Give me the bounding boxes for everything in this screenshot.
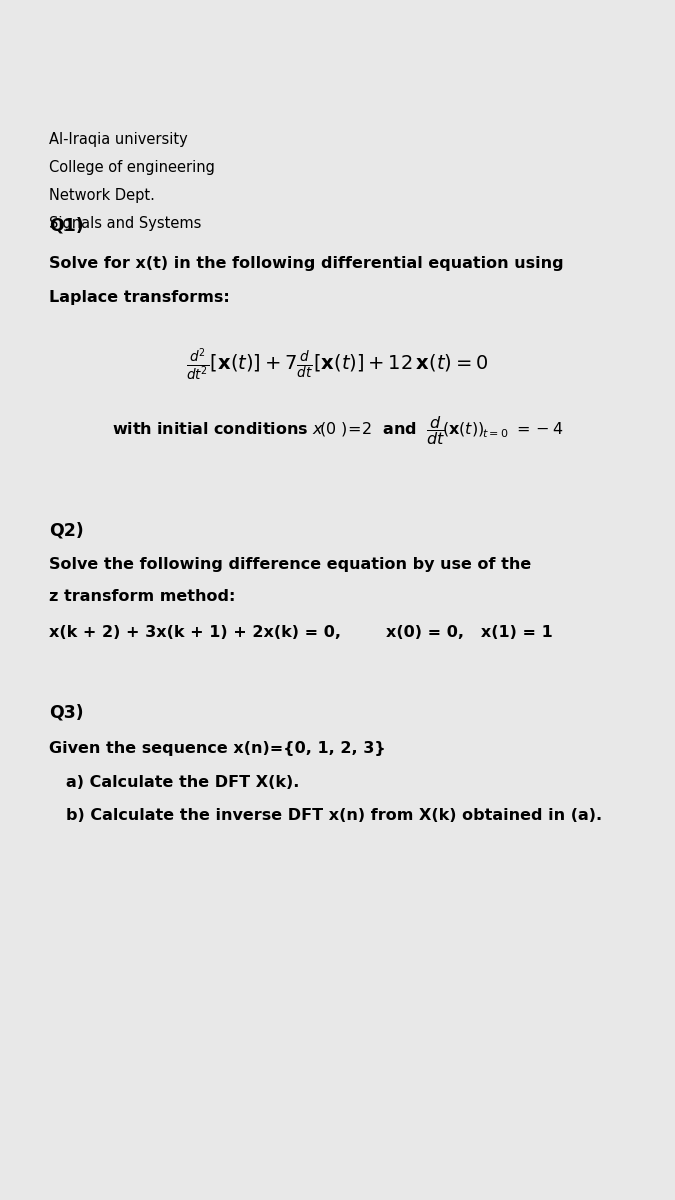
Text: Q2): Q2) bbox=[49, 521, 84, 539]
Text: Network Dept.: Network Dept. bbox=[49, 188, 155, 203]
Text: b) Calculate the inverse DFT x(n) from X(k) obtained in (a).: b) Calculate the inverse DFT x(n) from X… bbox=[65, 808, 602, 822]
Text: Q1): Q1) bbox=[49, 216, 84, 234]
Text: z transform method:: z transform method: bbox=[49, 589, 236, 604]
Text: Q3): Q3) bbox=[49, 703, 84, 721]
Text: Solve the following difference equation by use of the: Solve the following difference equation … bbox=[49, 557, 532, 572]
Text: Given the sequence x(n)={0, 1, 2, 3}: Given the sequence x(n)={0, 1, 2, 3} bbox=[49, 740, 386, 756]
Text: Signals and Systems: Signals and Systems bbox=[49, 216, 202, 232]
Text: Solve for x(t) in the following differential equation using: Solve for x(t) in the following differen… bbox=[49, 256, 564, 271]
Text: a) Calculate the DFT X(k).: a) Calculate the DFT X(k). bbox=[65, 775, 299, 790]
Text: Laplace transforms:: Laplace transforms: bbox=[49, 289, 230, 305]
Text: College of engineering: College of engineering bbox=[49, 160, 215, 175]
Text: x(k + 2) + 3x(k + 1) + 2x(k) = 0,        x(0) = 0,   x(1) = 1: x(k + 2) + 3x(k + 1) + 2x(k) = 0, x(0) =… bbox=[49, 625, 553, 640]
Text: $\mathbf{with\ initial\ conditions}\ x\!\left(0\ \right)\!=\!2\ \ \mathbf{and}\ : $\mathbf{with\ initial\ conditions}\ x\!… bbox=[112, 414, 563, 446]
Text: $\frac{d^2}{dt^2}\left[\mathbf{x}(\mathit{t})\right]+7\frac{d}{dt}\left[\mathbf{: $\frac{d^2}{dt^2}\left[\mathbf{x}(\mathi… bbox=[186, 346, 489, 383]
Text: Al-Iraqia university: Al-Iraqia university bbox=[49, 132, 188, 146]
